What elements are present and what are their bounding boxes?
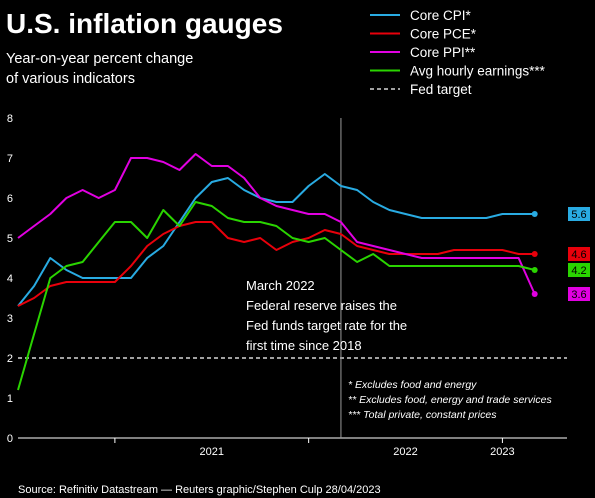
legend-label-0: Core CPI* (410, 8, 472, 23)
x-tick-label: 2023 (490, 446, 514, 458)
y-tick-label: 3 (7, 313, 13, 325)
chart-title: U.S. inflation gauges (6, 8, 283, 39)
chart-subtitle-line1: Year-on-year percent change (6, 51, 193, 67)
annotation-line-0: March 2022 (246, 278, 315, 293)
x-tick-label: 2022 (393, 446, 417, 458)
y-tick-label: 0 (7, 433, 13, 445)
y-tick-label: 1 (7, 393, 13, 405)
y-tick-label: 8 (7, 113, 13, 125)
series-end-label-1: 4.6 (571, 249, 586, 261)
legend: Core CPI* Core PCE* Core PPI** Avg hourly e… (370, 8, 546, 97)
annotation-block: March 2022 Federal reserve raises the Fed … (246, 278, 407, 353)
series-end-label-0: 5.6 (571, 209, 586, 221)
y-tick-label: 5 (7, 233, 13, 245)
series-end-badge-1 (568, 247, 590, 261)
y-axis: 0 1 2 3 4 5 6 7 8 (7, 113, 13, 445)
source-text: Source: Refinitiv Datastream — Reuters g… (18, 484, 381, 496)
series-end-badge-2 (568, 287, 590, 301)
plot-area: 5.6 4.6 3.6 4.2 (17, 118, 590, 438)
legend-label-3: Avg hourly earnings*** (410, 64, 546, 79)
series-end-marker-1 (531, 251, 538, 257)
footnotes-block: * Excludes food and energy ** Excludes fo… (348, 379, 552, 421)
x-tick-label: 2021 (200, 446, 224, 458)
annotation-line-3: first time since 2018 (246, 338, 362, 353)
series-end-label-3: 4.2 (571, 265, 586, 277)
series-end-marker-0 (531, 211, 538, 217)
annotation-line-2: Fed funds target rate for the (246, 318, 407, 333)
y-tick-label: 4 (7, 273, 13, 285)
series-end-label-2: 3.6 (571, 289, 586, 301)
footnote-line-0: * Excludes food and energy (348, 379, 477, 391)
series-end-marker-3 (531, 267, 538, 273)
annotation-line-1: Federal reserve raises the (246, 298, 397, 313)
legend-label-2: Core PPI** (410, 45, 476, 60)
x-axis: 2021 2022 2023 (18, 437, 567, 458)
footnote-line-1: ** Excludes food, energy and trade servi… (348, 394, 552, 406)
series-end-marker-2 (531, 291, 538, 297)
series-line-1 (17, 221, 535, 307)
series-line-2 (17, 153, 536, 295)
chart-subtitle-line2: of various indicators (6, 71, 135, 87)
y-tick-label: 7 (7, 153, 13, 165)
series-line-0 (17, 173, 535, 307)
series-end-badge-0 (568, 207, 590, 221)
y-tick-label: 6 (7, 193, 13, 205)
legend-label-fed-target: Fed target (410, 82, 472, 97)
legend-label-1: Core PCE* (410, 27, 477, 42)
footnote-line-2: *** Total private, constant prices (348, 409, 497, 421)
series-end-badge-3 (568, 263, 590, 277)
series-line-3 (17, 201, 535, 391)
y-tick-label: 2 (7, 353, 13, 365)
